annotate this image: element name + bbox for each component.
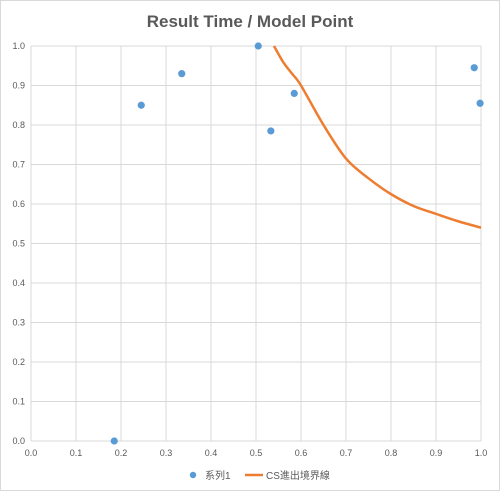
y-axis-tick-labels: 0.0 0.1 0.2 0.3 0.4 0.5 0.6 0.7 0.8 0.9 1.0 bbox=[12, 41, 25, 446]
data-point bbox=[290, 89, 298, 97]
x-tick-label: 0.6 bbox=[295, 448, 308, 458]
y-tick-label: 1.0 bbox=[12, 41, 25, 51]
y-tick-label: 0.9 bbox=[12, 81, 25, 91]
x-tick-label: 0.4 bbox=[205, 448, 218, 458]
plot-area bbox=[110, 42, 484, 445]
data-point bbox=[267, 127, 275, 135]
x-tick-label: 1.0 bbox=[475, 448, 488, 458]
x-tick-label: 0.1 bbox=[70, 448, 83, 458]
gridlines bbox=[30, 45, 482, 442]
data-point bbox=[178, 70, 186, 78]
y-tick-label: 0.2 bbox=[12, 357, 25, 367]
x-tick-label: 0.7 bbox=[340, 448, 353, 458]
y-tick-label: 0.6 bbox=[12, 199, 25, 209]
x-tick-label: 0.2 bbox=[115, 448, 128, 458]
y-tick-label: 0.4 bbox=[12, 278, 25, 288]
y-tick-label: 0.7 bbox=[12, 160, 25, 170]
data-point bbox=[137, 101, 145, 109]
x-tick-label: 0.3 bbox=[160, 448, 173, 458]
y-tick-label: 0.0 bbox=[12, 436, 25, 446]
data-point bbox=[470, 64, 478, 72]
boundary-line bbox=[272, 45, 482, 229]
y-tick-label: 0.5 bbox=[12, 239, 25, 249]
data-point bbox=[476, 99, 484, 107]
y-tick-label: 0.1 bbox=[12, 397, 25, 407]
legend: 系列1 CS進出境界線 bbox=[189, 469, 330, 482]
data-point bbox=[110, 437, 118, 445]
legend-marker-series1 bbox=[189, 471, 197, 479]
legend-label-boundary: CS進出境界線 bbox=[266, 469, 330, 482]
x-tick-label: 0.8 bbox=[385, 448, 398, 458]
y-tick-label: 0.8 bbox=[12, 120, 25, 130]
y-tick-label: 0.3 bbox=[12, 318, 25, 328]
chart-title: Result Time / Model Point bbox=[147, 12, 354, 31]
x-tick-label: 0.0 bbox=[25, 448, 38, 458]
legend-label-series1: 系列1 bbox=[205, 469, 231, 482]
x-tick-label: 0.5 bbox=[250, 448, 263, 458]
x-axis-tick-labels: 0.0 0.1 0.2 0.3 0.4 0.5 0.6 0.7 0.8 0.9 1.0 bbox=[25, 448, 488, 458]
data-point bbox=[254, 42, 262, 50]
x-tick-label: 0.9 bbox=[430, 448, 443, 458]
